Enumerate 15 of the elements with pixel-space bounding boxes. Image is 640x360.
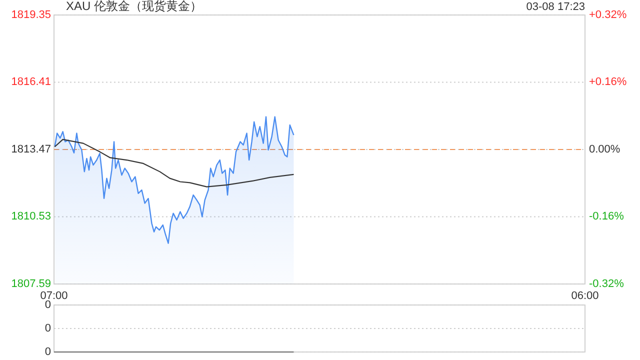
y-tick-label: 0 — [44, 322, 51, 334]
text: 03-08 17:23 — [526, 0, 585, 13]
y-tick-label: 1816.41 — [11, 76, 51, 88]
y2-tick-label: +0.16% — [589, 76, 627, 88]
y-tick-label: 1813.47 — [11, 143, 51, 156]
y-tick-label: 1819.35 — [11, 8, 51, 21]
x-tick-label: 06:00 — [571, 290, 599, 302]
y-tick-label: 0 — [44, 346, 51, 358]
y-tick-label: 1807.59 — [11, 278, 51, 290]
y-tick-label: 1810.53 — [11, 210, 51, 223]
y2-tick-label: +0.32% — [589, 8, 627, 21]
y2-tick-label: -0.16% — [589, 210, 624, 223]
chart-title: XAU 伦敦金（现货黄金） — [66, 0, 202, 14]
y2-tick-label: -0.32% — [589, 278, 624, 290]
y2-tick-label: 0.00% — [589, 143, 620, 156]
